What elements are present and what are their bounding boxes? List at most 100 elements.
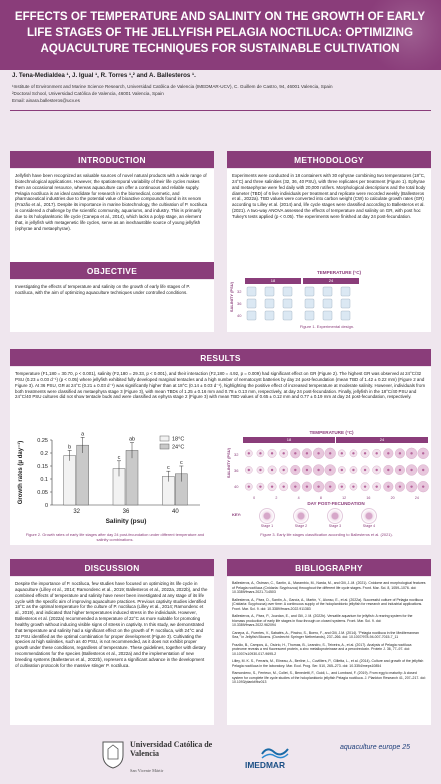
discussion-text: Despite the importance of P. noctiluca, …	[15, 581, 208, 668]
jellyfish-center-dot	[340, 468, 344, 472]
stage-1-label: Stage 1	[260, 524, 274, 528]
fig1-temp-18: 18	[245, 278, 301, 284]
fig3-day: 12	[342, 496, 347, 500]
objective-text: Investigating the effects of temperature…	[15, 284, 190, 295]
stage-2-label: Stage 2	[294, 524, 308, 528]
fig1-ylabel: SALINITY (PSU)	[229, 282, 234, 313]
fig1-beakers-drawing	[246, 286, 351, 321]
jellyfish-center-dot	[410, 452, 413, 455]
jellyfish-center-dot	[340, 452, 344, 455]
fig1-sal-40: 40	[237, 313, 242, 318]
jellyfish-center-dot	[387, 452, 390, 455]
jellyfish-center-dot	[398, 485, 402, 488]
contact-email[interactable]: Email: ainara.ballesteros@ucv.es	[12, 98, 80, 103]
methodology-text: Experiments were conducted in 18 contain…	[232, 173, 426, 219]
jellyfish-center-dot	[247, 485, 251, 488]
jellyfish-center-dot	[352, 452, 355, 455]
figure-3: TEMPERATURE (°C) 18 24 SALINITY (PSU) 32…	[224, 430, 429, 542]
introduction-text: Jellyfish have been recognized as valuab…	[15, 173, 208, 231]
fig1-sal-32: 32	[237, 289, 242, 294]
stage-2-icon	[293, 508, 309, 524]
legend-swatch	[159, 443, 170, 450]
reference: Frazão, B., Campos, A., Osório, H., Thom…	[232, 642, 412, 656]
fig3-key-stage-3: Stage 3	[327, 508, 343, 528]
stage-4-icon	[361, 508, 377, 524]
fig3-key-stage-1: Stage 1	[259, 508, 275, 528]
poster-header: EFFECTS OF TEMPERATURE AND SALINITY ON T…	[0, 0, 441, 70]
jellyfish-center-dot	[363, 485, 367, 488]
significance-label: b	[68, 444, 71, 450]
jellyfish-center-dot	[282, 485, 285, 488]
jellyfish-center-dot	[387, 485, 390, 488]
significance-label: c	[180, 460, 183, 466]
jellyfish-center-dot	[410, 485, 413, 488]
x-tick-label: 32	[73, 509, 80, 515]
stage-4-label: Stage 4	[362, 524, 376, 528]
ucv-subtitle: San Vicente Mártir	[130, 768, 164, 773]
x-tick-label: 40	[172, 509, 179, 515]
wave-icon	[261, 748, 289, 759]
jellyfish-center-dot	[270, 485, 274, 488]
growth-rate-chart: 0 0.05 0.1 0.15 0.2 0.25 Growth rates (μ day⁻¹…	[17, 431, 200, 525]
jellyfish-center-dot	[375, 468, 378, 472]
fig3-days: 0 2 4 8 12 16 20 24	[243, 496, 429, 500]
fig3-ylabel: SALINITY (PSU)	[226, 448, 231, 479]
jellyfish-center-dot	[294, 468, 297, 472]
imedmar-name: IMEDMAR	[245, 760, 286, 770]
fig3-sal-32: 32	[234, 452, 239, 457]
bar	[76, 444, 89, 506]
jellyfish-center-dot	[328, 485, 332, 488]
fig3-day: 16	[366, 496, 371, 500]
jellyfish-center-dot	[305, 468, 309, 472]
fig3-day: 0	[253, 496, 256, 500]
fig3-day: 4	[297, 496, 300, 500]
reference: Ramondenc, S., Ferrieux, M., Collet, S.,…	[232, 671, 426, 684]
legend-label: 18°C	[172, 437, 184, 443]
legend-swatch	[159, 435, 170, 442]
jellyfish-center-dot	[270, 452, 274, 455]
y-axis-label: Growth rates (μ day⁻¹)	[17, 441, 24, 505]
y-tick-label: 0.1	[40, 477, 48, 483]
y-tick-label: 0.25	[37, 438, 48, 444]
jellyfish-center-dot	[398, 468, 402, 472]
bibliography-heading: BIBLIOGRAPHY	[227, 559, 431, 576]
results-heading: RESULTS	[10, 349, 431, 366]
fig3-sal-36: 36	[234, 468, 239, 473]
jellyfish-center-dot	[317, 485, 320, 488]
fig3-key-stage-4: Stage 4	[361, 508, 377, 528]
fig3-salinities: 32 36 40	[234, 447, 238, 495]
fig1-title: TEMPERATURE (°C)	[316, 270, 362, 275]
jellyfish-center-dot	[328, 452, 332, 455]
fig1-caption: Figure 1. Experimental design.	[299, 324, 355, 330]
fig3-temp-headers: 18 24	[243, 437, 428, 443]
reference: Ballesteros, A., Páez, P., Jourdan, E., …	[232, 614, 413, 627]
x-tick-label: 36	[123, 509, 130, 515]
objective-heading: OBJECTIVE	[10, 262, 214, 279]
figure-1: TEMPERATURE (°C) 18 24 SALINITY (PSU) 32…	[227, 268, 431, 332]
divider	[10, 110, 431, 111]
fig3-day: 24	[414, 496, 419, 500]
reference: Lilley, M. K. S., Ferraris, M., Elineau,…	[232, 659, 424, 668]
jellyfish-center-dot	[282, 452, 285, 455]
fig3-sal-40: 40	[234, 484, 239, 489]
fig3-key: Stage 1 Stage 2 Stage 3 Stage 4	[259, 508, 377, 528]
fig3-stage-grid	[245, 447, 429, 493]
introduction-body: Jellyfish have been recognized as valuab…	[10, 169, 214, 268]
stage-1-icon	[259, 508, 275, 524]
significance-label: ab	[129, 437, 135, 443]
jellyfish-center-dot	[305, 452, 309, 455]
reference: Canepa, A., Fuentes, V., Sabatés, A., Pi…	[232, 630, 419, 640]
jellyfish-center-dot	[387, 468, 390, 472]
jellyfish-center-dot	[317, 452, 320, 455]
imedmar-logo: IMEDMAR	[245, 744, 325, 774]
jellyfish-center-dot	[375, 452, 378, 455]
x-axis-label: Salinity (psu)	[106, 518, 147, 525]
significance-label: a	[81, 431, 85, 437]
jellyfish-center-dot	[294, 485, 297, 488]
jellyfish-center-dot	[328, 468, 332, 472]
jellyfish-center-dot	[282, 468, 285, 472]
poster-title: EFFECTS OF TEMPERATURE AND SALINITY ON T…	[14, 10, 426, 55]
reference: Ballesteros, A., Páez, D., Santín, A., G…	[232, 597, 423, 611]
fig1-temp-headers: 18 24	[245, 278, 359, 284]
introduction-heading: INTRODUCTION	[10, 151, 214, 168]
